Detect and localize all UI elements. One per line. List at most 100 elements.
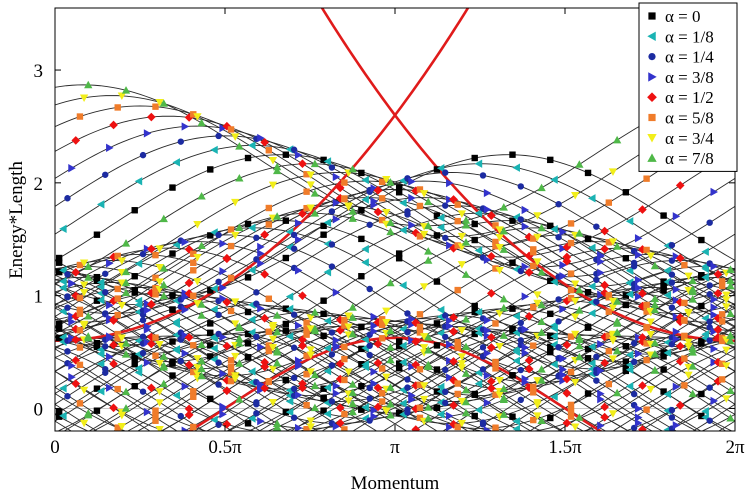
- marker-triangle-up: [612, 297, 622, 305]
- marker-square: [492, 238, 499, 246]
- marker-triangle-up: [159, 361, 168, 369]
- marker-triangle-down: [684, 342, 693, 351]
- marker-triangle-down: [117, 92, 127, 100]
- marker-triangle-up: [235, 395, 244, 403]
- marker-square: [530, 235, 537, 242]
- marker-triangle-left: [512, 424, 520, 431]
- marker-square: [509, 305, 516, 312]
- marker-triangle-right: [181, 237, 190, 247]
- marker-triangle-left: [625, 266, 634, 275]
- marker-triangle-left: [550, 392, 558, 401]
- marker-diamond: [373, 339, 383, 349]
- marker-triangle-up: [537, 328, 546, 336]
- marker-diamond: [298, 159, 307, 169]
- marker-square: [547, 310, 554, 318]
- marker-triangle-right: [710, 303, 719, 312]
- marker-triangle-up: [310, 308, 320, 316]
- marker-square: [454, 423, 461, 431]
- marker-square: [114, 104, 121, 111]
- marker-triangle-up: [348, 388, 357, 397]
- marker-triangle-right: [181, 426, 190, 431]
- band-curve: [55, 337, 735, 431]
- marker-square: [169, 250, 176, 257]
- marker-triangle-down: [344, 323, 353, 331]
- marker-triangle-up: [499, 226, 508, 235]
- marker-triangle-up: [612, 242, 622, 250]
- marker-diamond: [524, 383, 534, 393]
- marker-square: [303, 371, 310, 378]
- marker-triangle-down: [155, 245, 164, 253]
- marker-square: [416, 202, 424, 210]
- marker-triangle-up: [348, 214, 357, 222]
- marker-triangle-left: [172, 346, 180, 355]
- marker-diamond: [260, 357, 269, 367]
- marker-square: [303, 204, 310, 212]
- marker-triangle-up: [159, 264, 168, 272]
- marker-triangle-up: [121, 267, 131, 276]
- marker-triangle-right: [559, 370, 567, 380]
- marker-triangle-down: [684, 363, 693, 372]
- band-curve: [126, 318, 607, 431]
- marker-triangle-right: [332, 381, 341, 391]
- marker-triangle-left: [248, 414, 256, 423]
- marker-square: [114, 335, 121, 342]
- marker-triangle-down: [533, 291, 542, 299]
- marker-triangle-left: [474, 379, 483, 388]
- marker-diamond: [713, 333, 723, 342]
- marker-triangle-right: [332, 198, 341, 207]
- marker-square: [282, 305, 290, 312]
- marker-triangle-left: [588, 243, 596, 252]
- marker-triangle-down: [193, 363, 202, 372]
- marker-triangle-down: [571, 379, 580, 387]
- marker-circle: [328, 241, 336, 248]
- marker-triangle-left: [550, 277, 558, 287]
- marker-triangle-down: [117, 257, 127, 265]
- marker-square: [622, 358, 630, 365]
- marker-triangle-up: [235, 142, 244, 150]
- marker-circle: [706, 337, 713, 344]
- marker-triangle-up: [424, 346, 433, 354]
- marker-triangle-down: [646, 330, 655, 339]
- marker-square: [718, 376, 726, 383]
- legend-marker: [647, 31, 656, 41]
- marker-diamond: [109, 403, 118, 413]
- marker-triangle-down: [117, 412, 127, 420]
- marker-circle: [706, 417, 713, 424]
- marker-square: [492, 265, 499, 272]
- marker-triangle-down: [155, 263, 164, 272]
- marker-circle: [479, 344, 487, 351]
- marker-square: [660, 366, 667, 373]
- marker-triangle-down: [79, 386, 89, 395]
- marker-triangle-down: [79, 281, 89, 289]
- marker-triangle-up: [197, 364, 206, 373]
- marker-triangle-down: [571, 297, 580, 306]
- marker-square: [547, 343, 554, 351]
- marker-square: [320, 332, 327, 340]
- marker-square: [244, 274, 252, 281]
- marker-triangle-left: [134, 296, 143, 306]
- marker-triangle-down: [608, 297, 618, 306]
- marker-circle: [328, 329, 336, 336]
- marker-triangle-up: [499, 384, 508, 393]
- marker-triangle-down: [193, 253, 202, 262]
- marker-diamond: [71, 335, 81, 344]
- marker-triangle-left: [285, 332, 294, 341]
- marker-triangle-up: [121, 239, 131, 247]
- marker-triangle-right: [446, 340, 454, 349]
- marker-triangle-right: [634, 234, 643, 243]
- marker-square: [395, 255, 403, 262]
- marker-square: [244, 308, 252, 316]
- marker-circle: [290, 311, 298, 318]
- marker-square: [303, 171, 310, 178]
- marker-triangle-right: [219, 294, 227, 303]
- marker-square: [433, 320, 441, 327]
- marker-circle: [366, 342, 373, 349]
- marker-square: [358, 323, 365, 331]
- marker-triangle-down: [306, 181, 315, 189]
- marker-square: [471, 308, 478, 316]
- marker-triangle-right: [672, 212, 681, 221]
- x-tick-label: 2π: [725, 437, 745, 458]
- marker-triangle-down: [608, 355, 618, 363]
- marker-diamond: [335, 403, 345, 413]
- marker-diamond: [184, 333, 194, 342]
